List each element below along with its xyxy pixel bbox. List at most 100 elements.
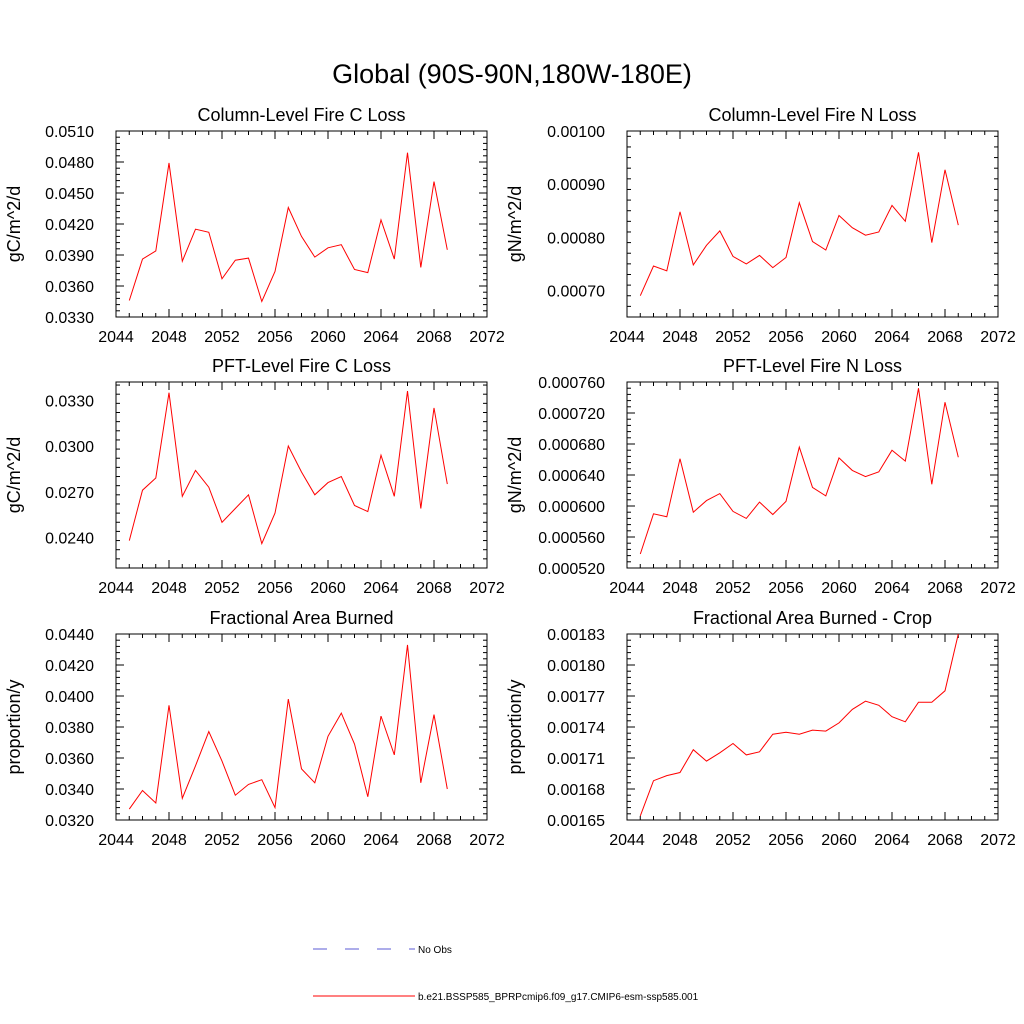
legend: No Obs b.e21.BSSP585_BPRPcmip6.f09_g17.C… — [313, 945, 699, 1003]
y-tick-label: 0.00183 — [547, 627, 605, 644]
y-axis-label: gC/m^2/d — [4, 186, 24, 262]
x-tick-label: 2056 — [257, 832, 293, 849]
x-tick-label: 2048 — [151, 329, 187, 346]
x-tick-label: 2064 — [874, 329, 910, 346]
chart-panel-6: Fractional Area Burned - Crop proportion/… — [505, 608, 1016, 849]
y-tick-label: 0.0390 — [45, 248, 94, 265]
y-tick-label: 0.0510 — [45, 124, 94, 141]
x-tick-label: 2052 — [204, 832, 240, 849]
x-tick-label: 2044 — [609, 580, 645, 597]
x-tick-label: 2052 — [204, 329, 240, 346]
x-tick-label: 2064 — [363, 832, 399, 849]
x-tick-label: 2048 — [151, 832, 187, 849]
y-tick-label: 0.0360 — [45, 279, 94, 296]
x-tick-label: 2072 — [980, 832, 1016, 849]
x-tick-label: 2064 — [874, 580, 910, 597]
chart-panel-1: Column-Level Fire C Loss gC/m^2/d 2044 2048… — [4, 105, 505, 346]
y-axis-label: proportion/y — [4, 679, 24, 774]
x-tick-label: 2056 — [768, 329, 804, 346]
chart-panels: Column-Level Fire C Loss gC/m^2/d 2044 2048… — [4, 105, 1016, 849]
series-line — [639, 633, 959, 817]
y-tick-label: 0.000560 — [538, 530, 605, 547]
y-tick-label: 0.00168 — [547, 782, 605, 799]
x-tick-label: 2064 — [874, 832, 910, 849]
y-axis-label: proportion/y — [505, 679, 525, 774]
y-axis-label: gN/m^2/d — [505, 186, 525, 262]
x-tick-label: 2060 — [821, 329, 857, 346]
y-tick-label: 0.0300 — [45, 439, 94, 456]
y-tick-label: 0.000640 — [538, 468, 605, 485]
y-tick-label: 0.00080 — [547, 230, 605, 247]
y-tick-label: 0.00090 — [547, 177, 605, 194]
y-tick-label: 0.0400 — [45, 689, 94, 706]
x-tick-label: 2068 — [927, 329, 963, 346]
x-tick-label: 2056 — [257, 580, 293, 597]
x-tick-label: 2052 — [715, 580, 751, 597]
x-tick-label: 2052 — [204, 580, 240, 597]
legend-label-no-obs: No Obs — [418, 945, 452, 956]
x-tick-label: 2056 — [768, 580, 804, 597]
x-tick-label: 2060 — [310, 832, 346, 849]
y-tick-label: 0.00070 — [547, 283, 605, 300]
panel-title: PFT-Level Fire C Loss — [212, 356, 391, 376]
y-tick-label: 0.00171 — [547, 751, 605, 768]
series-line — [128, 391, 448, 546]
legend-label-model-run: b.e21.BSSP585_BPRPcmip6.f09_g17.CMIP6-es… — [418, 992, 699, 1003]
x-tick-label: 2044 — [98, 580, 134, 597]
x-tick-label: 2068 — [927, 580, 963, 597]
panel-title: Column-Level Fire C Loss — [197, 105, 405, 125]
x-tick-label: 2048 — [662, 832, 698, 849]
x-tick-label: 2052 — [715, 329, 751, 346]
chart-panel-5: Fractional Area Burned proportion/y 2044 20… — [4, 608, 505, 849]
x-tick-label: 2068 — [416, 832, 452, 849]
y-tick-label: 0.000720 — [538, 406, 605, 423]
y-tick-label: 0.0340 — [45, 782, 94, 799]
chart-panel-4: PFT-Level Fire N Loss gN/m^2/d 2044 2048 205… — [505, 356, 1016, 597]
x-tick-label: 2060 — [310, 580, 346, 597]
y-tick-label: 0.0330 — [45, 393, 94, 410]
series-line — [639, 152, 959, 296]
x-tick-label: 2048 — [662, 580, 698, 597]
series-line — [128, 644, 448, 810]
plot-frame — [115, 130, 488, 318]
y-tick-label: 0.00165 — [547, 813, 605, 830]
x-tick-label: 2056 — [257, 329, 293, 346]
x-tick-label: 2064 — [363, 329, 399, 346]
x-tick-label: 2072 — [980, 580, 1016, 597]
y-tick-label: 0.0330 — [45, 310, 94, 327]
x-tick-label: 2048 — [151, 580, 187, 597]
y-tick-label: 0.0380 — [45, 720, 94, 737]
panel-title: Fractional Area Burned — [209, 608, 393, 628]
y-tick-label: 0.0420 — [45, 217, 94, 234]
x-tick-label: 2044 — [98, 832, 134, 849]
chart-panel-2: Column-Level Fire N Loss gN/m^2/d 2044 2048… — [505, 105, 1016, 346]
panel-title: Column-Level Fire N Loss — [708, 105, 916, 125]
y-tick-label: 0.0360 — [45, 751, 94, 768]
plot-frame — [626, 381, 999, 569]
y-tick-label: 0.000600 — [538, 499, 605, 516]
plot-frame — [626, 633, 999, 821]
x-tick-label: 2072 — [980, 329, 1016, 346]
x-tick-label: 2060 — [310, 329, 346, 346]
panel-title: Fractional Area Burned - Crop — [693, 608, 932, 628]
x-tick-label: 2060 — [821, 832, 857, 849]
y-tick-label: 0.000520 — [538, 561, 605, 578]
x-tick-label: 2068 — [416, 329, 452, 346]
y-axis-label: gN/m^2/d — [505, 437, 525, 513]
y-tick-label: 0.0440 — [45, 627, 94, 644]
x-tick-label: 2068 — [416, 580, 452, 597]
y-tick-label: 0.0320 — [45, 813, 94, 830]
y-tick-label: 0.00174 — [547, 720, 605, 737]
x-tick-label: 2072 — [469, 580, 505, 597]
x-tick-label: 2044 — [609, 832, 645, 849]
x-tick-label: 2072 — [469, 329, 505, 346]
series-line — [639, 388, 959, 555]
figure-title: Global (90S-90N,180W-180E) — [332, 59, 692, 89]
y-tick-label: 0.0270 — [45, 485, 94, 502]
panel-title: PFT-Level Fire N Loss — [723, 356, 902, 376]
chart-panel-3: PFT-Level Fire C Loss gC/m^2/d 2044 2048 205… — [4, 356, 505, 597]
x-tick-label: 2068 — [927, 832, 963, 849]
x-tick-label: 2060 — [821, 580, 857, 597]
y-tick-label: 0.0240 — [45, 531, 94, 548]
